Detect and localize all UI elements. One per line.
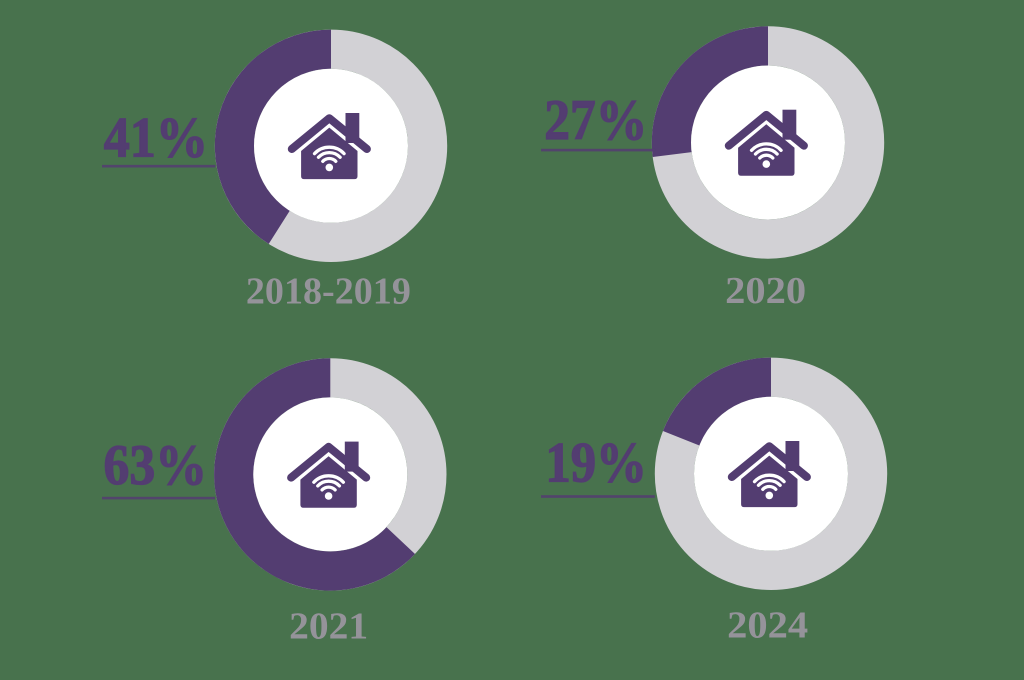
svg-text:2021: 2021 — [289, 606, 368, 648]
svg-text:19%: 19% — [545, 431, 647, 494]
svg-text:2024: 2024 — [727, 605, 808, 647]
svg-text:41%: 41% — [104, 106, 208, 169]
svg-text:2020: 2020 — [725, 270, 806, 312]
svg-text:63%: 63% — [104, 434, 208, 497]
svg-text:2018-2019: 2018-2019 — [246, 271, 411, 313]
svg-text:27%: 27% — [544, 89, 647, 152]
